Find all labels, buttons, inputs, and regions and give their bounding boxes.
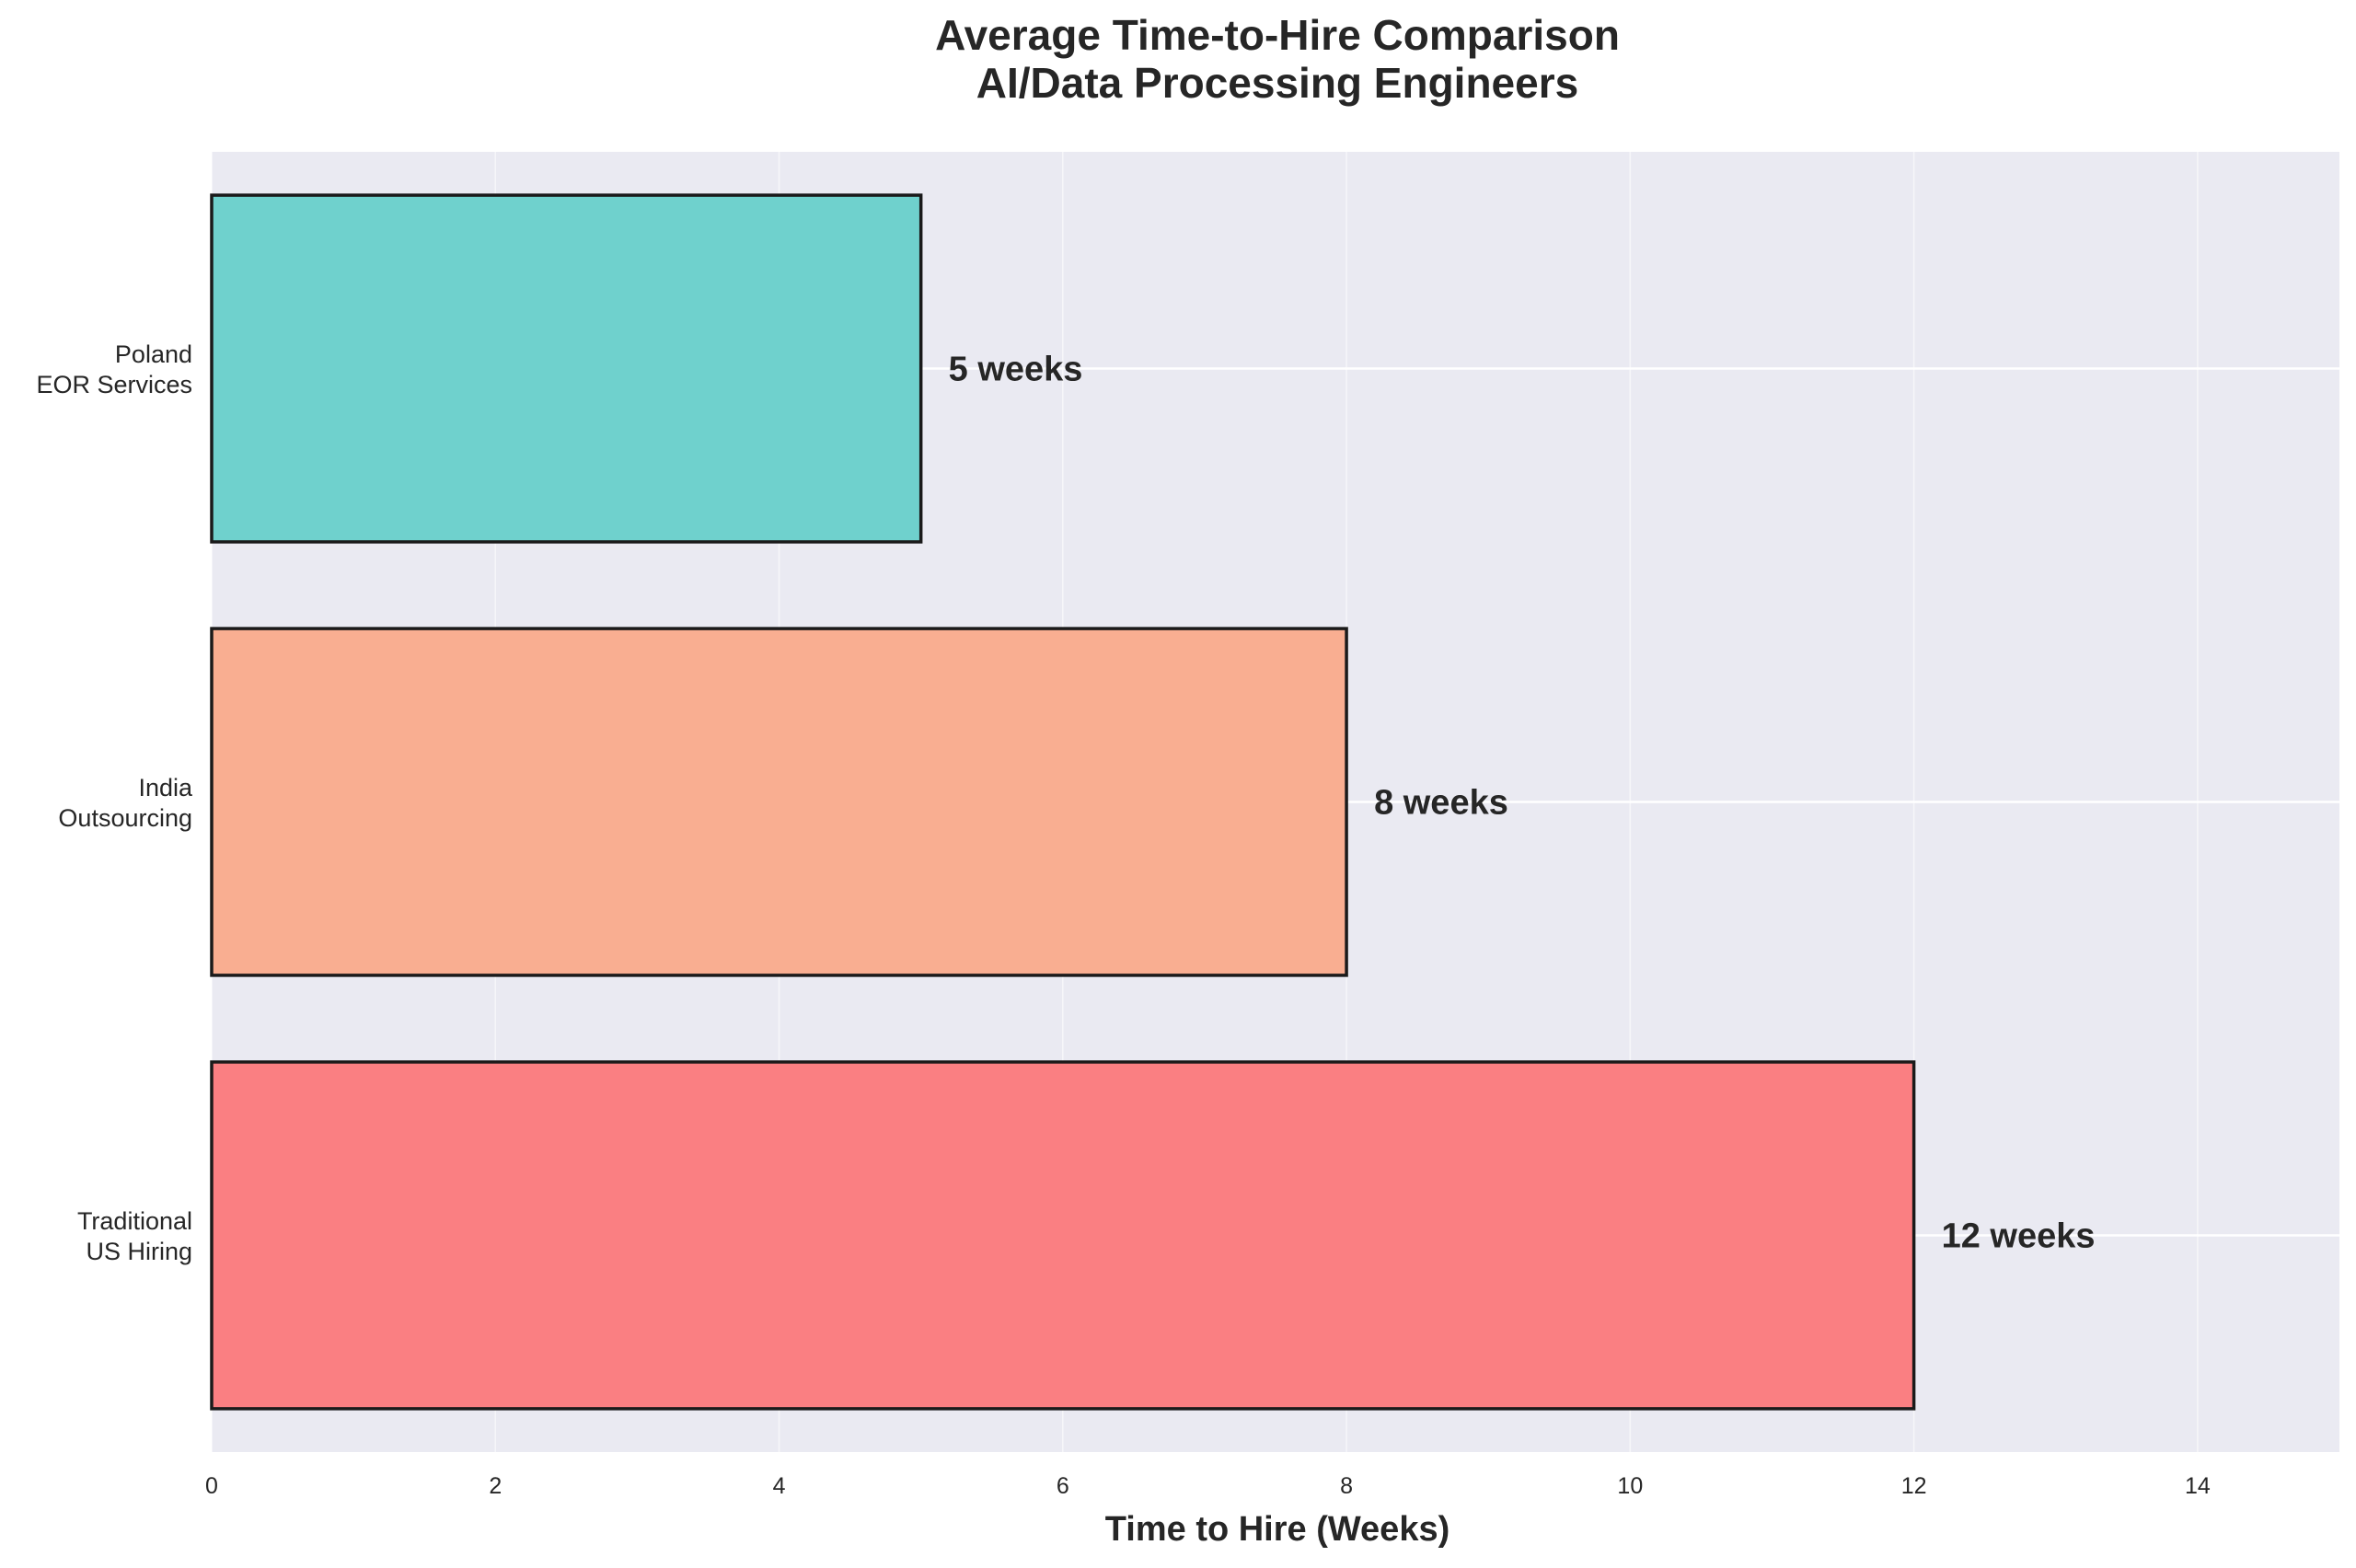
bars [210,193,1916,1411]
data-label-2: 5 weeks [949,351,1083,389]
data-labels: 12 weeks 8 weeks 5 weeks [949,351,2096,1256]
x-tick-label-8: 8 [1340,1473,1353,1499]
bar-0 [210,1060,1916,1411]
bar-2 [210,193,923,544]
x-tick-labels: 0 2 4 6 8 10 12 14 [205,1473,2211,1499]
chart-title-line-2: AI/Data Processing Engineers [976,59,1578,107]
chart-title: Average Time-to-Hire Comparison AI/Data … [935,11,1620,107]
y-tick-label-1: India Outsourcing [58,774,193,832]
x-tick-label-2: 2 [489,1473,502,1499]
x-tick-label-12: 12 [1901,1473,1927,1499]
x-tick-label-14: 14 [2185,1473,2211,1499]
x-tick-label-4: 4 [773,1473,786,1499]
y-tick-labels: Traditional US Hiring India Outsourcing Pola… [36,340,193,1265]
y-tick-label-0: Traditional US Hiring [77,1207,192,1265]
x-tick-label-0: 0 [205,1473,218,1499]
x-tick-label-10: 10 [1617,1473,1643,1499]
chart-title-line-1: Average Time-to-Hire Comparison [935,11,1620,59]
y-tick-label-2: Poland EOR Services [36,340,192,398]
x-axis-label: Time to Hire (Weeks) [1105,1510,1450,1549]
data-label-1: 8 weeks [1374,784,1508,823]
data-label-0: 12 weeks [1942,1217,2096,1256]
bar-1 [210,627,1348,977]
x-tick-label-6: 6 [1057,1473,1069,1499]
